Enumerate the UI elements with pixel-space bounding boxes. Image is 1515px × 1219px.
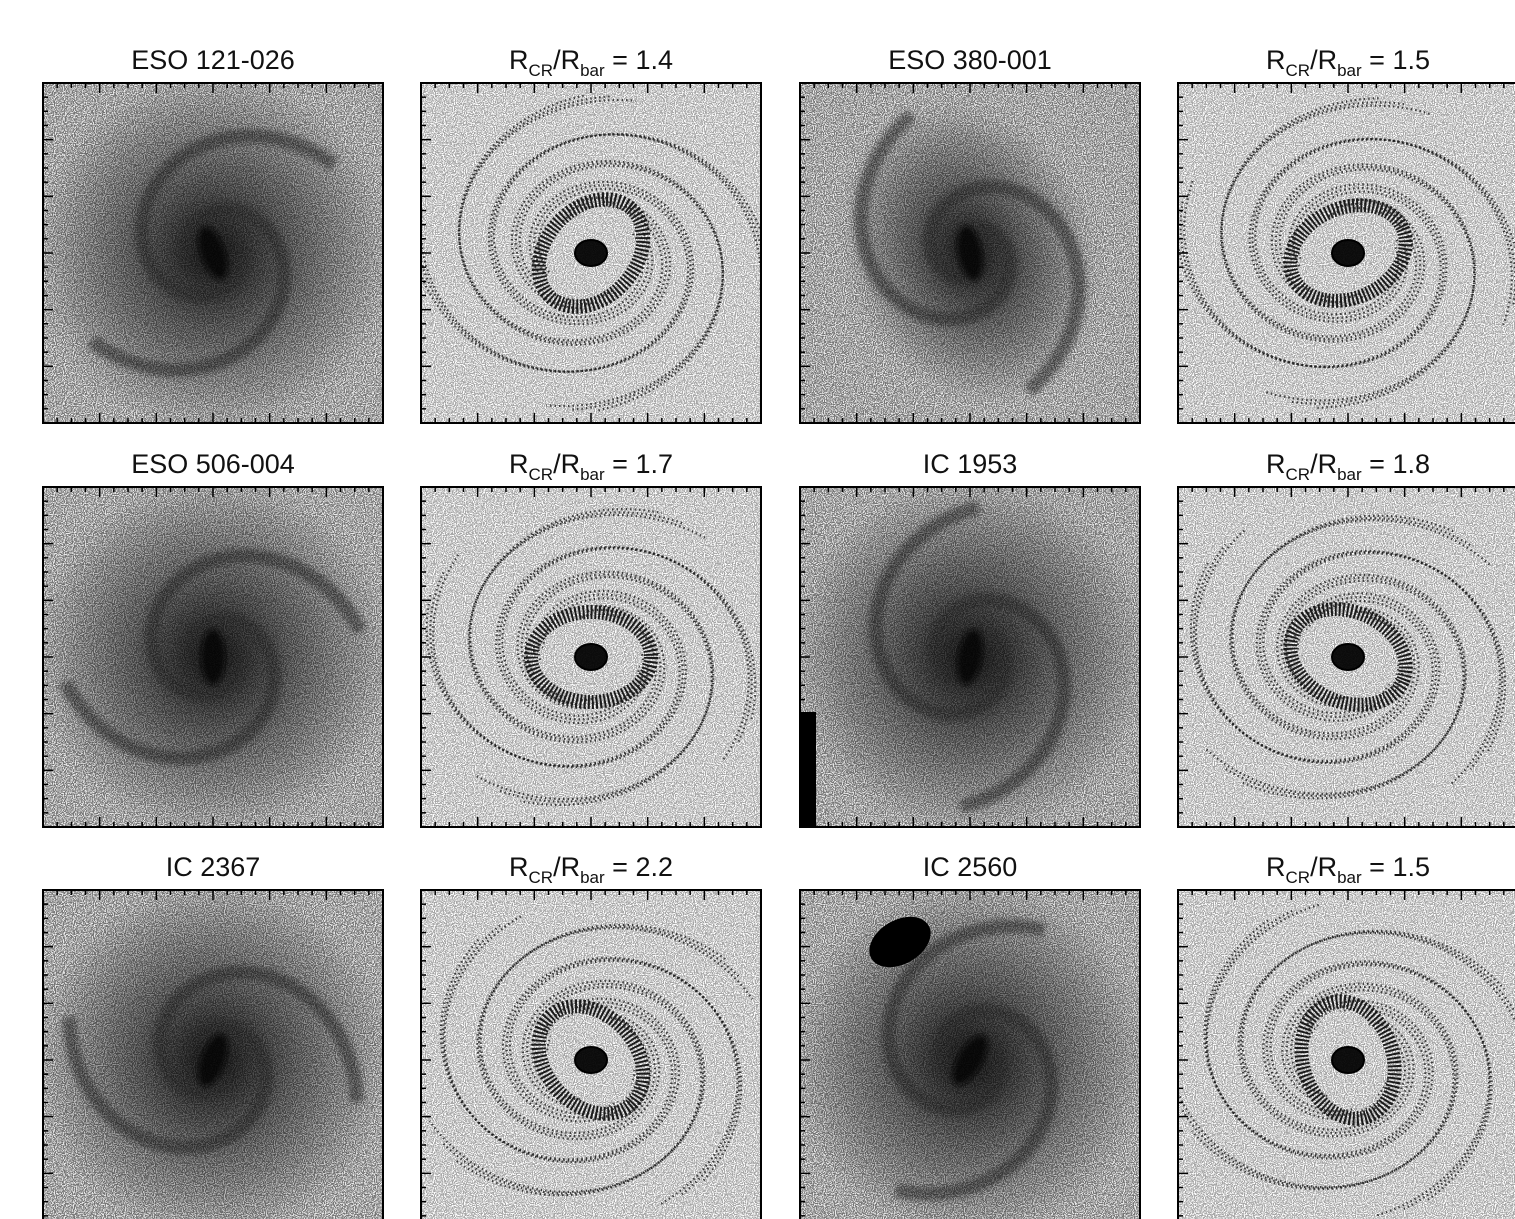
ratio-cr: CR bbox=[1286, 868, 1311, 887]
ratio-cr: CR bbox=[1286, 465, 1311, 484]
ratio-label: RCR/Rbar = 1.5 bbox=[1266, 852, 1430, 887]
panel-image bbox=[795, 482, 1145, 832]
panel: ESO 121-026 bbox=[38, 45, 388, 428]
ratio-eq: = bbox=[605, 45, 636, 75]
ratio-slash: /R bbox=[553, 45, 580, 75]
panel-image bbox=[38, 885, 388, 1219]
panel: ESO 506-004 bbox=[38, 449, 388, 832]
ratio-bar: bar bbox=[1337, 868, 1362, 887]
noise bbox=[1178, 487, 1515, 827]
ratio-eq: = bbox=[1362, 852, 1393, 882]
panel: RCR/Rbar = 1.8 bbox=[1178, 449, 1515, 827]
ratio-cr: CR bbox=[529, 465, 554, 484]
ratio-value: 1.7 bbox=[635, 449, 673, 479]
ratio-r: R bbox=[509, 45, 529, 75]
ratio-slash: /R bbox=[1310, 449, 1337, 479]
ratio-value: 2.2 bbox=[635, 852, 673, 882]
ratio-slash: /R bbox=[1310, 852, 1337, 882]
noise bbox=[43, 487, 383, 827]
panel: IC 2560 bbox=[795, 852, 1145, 1219]
noise bbox=[800, 487, 1140, 827]
panel-image bbox=[421, 487, 761, 827]
ratio-slash: /R bbox=[553, 449, 580, 479]
ratio-cr: CR bbox=[529, 868, 554, 887]
noise bbox=[43, 83, 383, 423]
ratio-cr: CR bbox=[529, 61, 554, 80]
panel-image bbox=[1176, 83, 1515, 423]
noise bbox=[1178, 83, 1515, 423]
ratio-r: R bbox=[1266, 45, 1286, 75]
ratio-bar: bar bbox=[1337, 465, 1362, 484]
ratio-eq: = bbox=[605, 449, 636, 479]
panel-image bbox=[38, 482, 388, 832]
panel-image bbox=[1178, 487, 1515, 827]
panel-title: IC 2367 bbox=[166, 852, 261, 882]
ratio-value: 1.5 bbox=[1392, 852, 1430, 882]
ratio-label: RCR/Rbar = 1.5 bbox=[1266, 45, 1430, 80]
noise bbox=[421, 890, 761, 1219]
noise bbox=[43, 890, 383, 1219]
noise bbox=[800, 83, 1140, 423]
ratio-eq: = bbox=[1362, 449, 1393, 479]
noise bbox=[1178, 890, 1515, 1219]
noise bbox=[800, 890, 1140, 1219]
ratio-slash: /R bbox=[1310, 45, 1337, 75]
ratio-value: 1.4 bbox=[635, 45, 673, 75]
panel: IC 1953 bbox=[795, 449, 1145, 832]
panel-image bbox=[416, 83, 766, 423]
ratio-r: R bbox=[1266, 449, 1286, 479]
ratio-value: 1.8 bbox=[1392, 449, 1430, 479]
panel-image bbox=[1175, 890, 1515, 1219]
ratio-cr: CR bbox=[1286, 61, 1311, 80]
ratio-label: RCR/Rbar = 2.2 bbox=[509, 852, 673, 887]
panel: RCR/Rbar = 2.2 bbox=[421, 852, 761, 1219]
ratio-bar: bar bbox=[580, 868, 605, 887]
ratio-bar: bar bbox=[1337, 61, 1362, 80]
ratio-bar: bar bbox=[580, 61, 605, 80]
ratio-r: R bbox=[509, 852, 529, 882]
panel-image bbox=[798, 66, 1142, 439]
panel: RCR/Rbar = 1.7 bbox=[421, 449, 761, 827]
panel: IC 2367 bbox=[38, 852, 388, 1219]
ratio-label: RCR/Rbar = 1.8 bbox=[1266, 449, 1430, 484]
ratio-slash: /R bbox=[553, 852, 580, 882]
noise bbox=[421, 83, 761, 423]
ratio-value: 1.5 bbox=[1392, 45, 1430, 75]
panel-title: ESO 380-001 bbox=[888, 45, 1052, 75]
ratio-eq: = bbox=[1362, 45, 1393, 75]
ratio-r: R bbox=[509, 449, 529, 479]
page: ESO 121-026RCR/Rbar = 1.4ESO 380-001RCR/… bbox=[0, 0, 1515, 1219]
noise bbox=[421, 487, 761, 827]
ratio-label: RCR/Rbar = 1.7 bbox=[509, 449, 673, 484]
ratio-label: RCR/Rbar = 1.4 bbox=[509, 45, 673, 80]
ratio-r: R bbox=[1266, 852, 1286, 882]
panel-image bbox=[38, 78, 388, 428]
panel-image bbox=[795, 885, 1145, 1219]
figure: ESO 121-026RCR/Rbar = 1.4ESO 380-001RCR/… bbox=[0, 0, 1515, 1219]
panel: RCR/Rbar = 1.4 bbox=[416, 45, 766, 423]
panel-title: IC 2560 bbox=[923, 852, 1018, 882]
panel-title: ESO 506-004 bbox=[131, 449, 295, 479]
ratio-eq: = bbox=[605, 852, 636, 882]
panel-image bbox=[421, 890, 761, 1219]
panel: RCR/Rbar = 1.5 bbox=[1175, 852, 1515, 1219]
panel: ESO 380-001 bbox=[798, 45, 1142, 440]
ratio-bar: bar bbox=[580, 465, 605, 484]
panel-title: IC 1953 bbox=[923, 449, 1018, 479]
panel-title: ESO 121-026 bbox=[131, 45, 295, 75]
panel: RCR/Rbar = 1.5 bbox=[1176, 45, 1515, 423]
